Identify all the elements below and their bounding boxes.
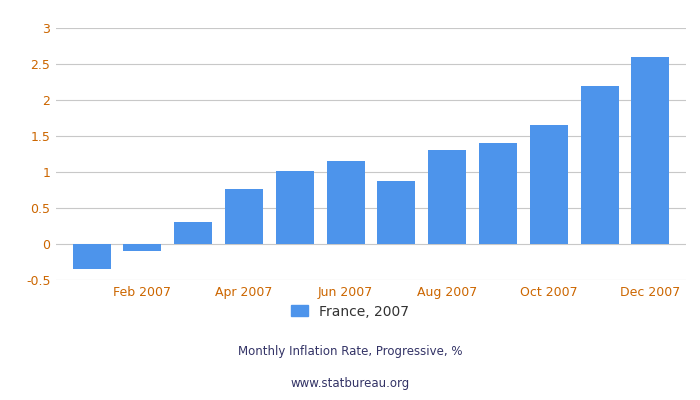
Bar — [530, 125, 568, 244]
Bar — [123, 244, 162, 251]
Bar — [580, 86, 619, 244]
Text: Monthly Inflation Rate, Progressive, %: Monthly Inflation Rate, Progressive, % — [238, 346, 462, 358]
Bar — [276, 170, 314, 244]
Bar — [326, 161, 365, 244]
Text: www.statbureau.org: www.statbureau.org — [290, 378, 410, 390]
Bar — [631, 57, 669, 244]
Bar — [225, 188, 263, 244]
Legend: France, 2007: France, 2007 — [286, 299, 414, 324]
Bar — [174, 222, 212, 244]
Bar — [479, 143, 517, 244]
Bar — [73, 244, 111, 269]
Bar — [377, 181, 416, 244]
Bar — [428, 150, 466, 244]
